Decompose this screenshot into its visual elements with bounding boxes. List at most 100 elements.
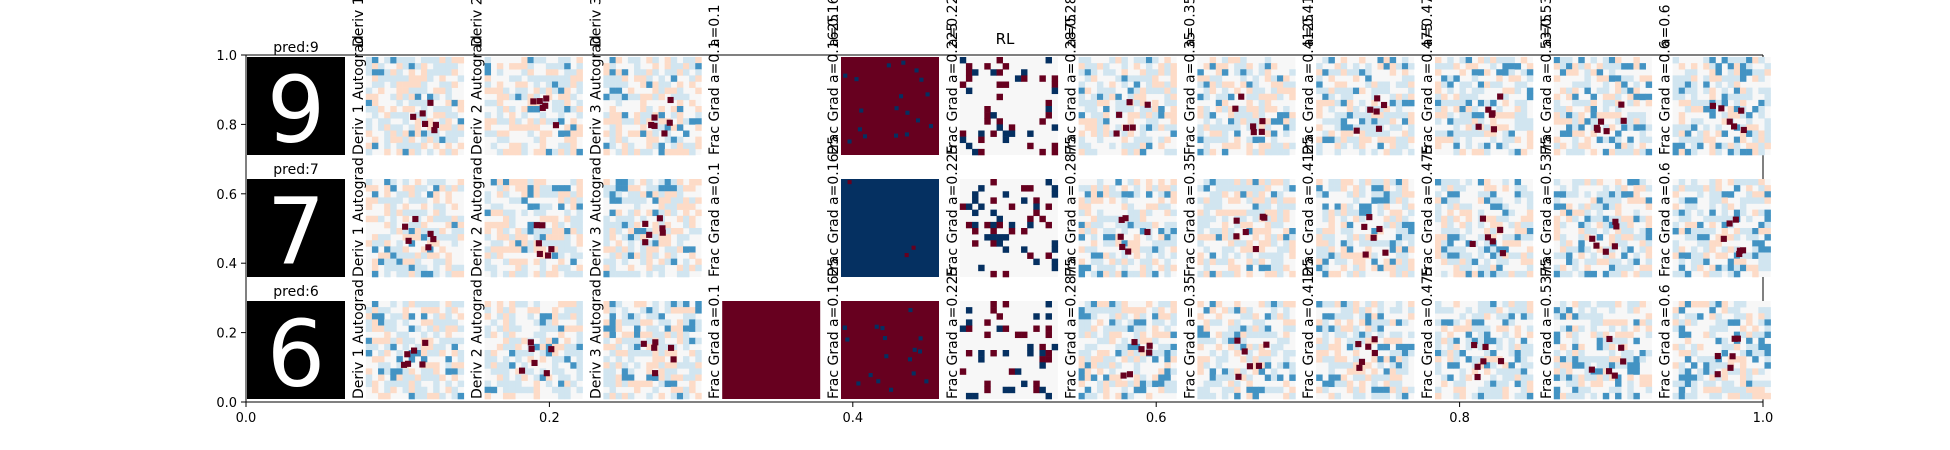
heatmap-pixel xyxy=(1103,106,1110,113)
heatmap-pixel xyxy=(1408,313,1415,320)
heatmap-pixel xyxy=(1234,301,1241,308)
heatmap-pixel xyxy=(1566,93,1573,101)
heatmap-pixel xyxy=(551,386,559,394)
heatmap-pixel xyxy=(1328,130,1335,137)
heatmap-hotspot xyxy=(1120,372,1127,379)
heatmap-pixel xyxy=(1401,252,1409,259)
heatmap-pixel xyxy=(1441,319,1448,326)
heatmap-pixel xyxy=(1164,331,1171,339)
heatmap-cell xyxy=(365,57,465,156)
heatmap-pixel xyxy=(1096,252,1104,259)
heatmap-pixel xyxy=(539,118,547,125)
heatmap-pixel xyxy=(445,331,452,339)
heatmap-pixel xyxy=(1103,118,1110,125)
heatmap-pixel xyxy=(1209,179,1217,186)
heatmap-pixel xyxy=(1258,368,1266,375)
heatmap-pixel xyxy=(457,142,465,150)
heatmap-pixel xyxy=(1526,386,1534,394)
heatmap-pixel xyxy=(378,106,385,113)
heatmap-pixel xyxy=(408,356,416,363)
heatmap-pixel xyxy=(1383,118,1390,125)
heatmap-pixel xyxy=(1045,179,1052,186)
heatmap-pixel xyxy=(1283,228,1290,235)
heatmap-pixel xyxy=(1115,374,1122,381)
heatmap-pixel xyxy=(1395,301,1403,308)
heatmap-pixel xyxy=(1252,331,1259,339)
heatmap-pixel xyxy=(1033,258,1040,266)
heatmap-pixel xyxy=(1645,319,1653,326)
heatmap-pixel xyxy=(603,130,610,137)
heatmap-pixel xyxy=(609,325,616,332)
heatmap-pixel xyxy=(1721,203,1729,210)
heatmap-pixel xyxy=(1739,301,1747,308)
heatmap-pixel xyxy=(1401,392,1409,400)
heatmap-pixel xyxy=(1520,362,1528,369)
heatmap-pixel xyxy=(1553,197,1561,204)
heatmap-pixel xyxy=(1496,197,1503,204)
heatmap-pixel xyxy=(1221,258,1229,266)
heatmap-pixel xyxy=(1697,356,1704,363)
heatmap-pixel xyxy=(1316,69,1323,76)
heatmap-pixel xyxy=(1645,197,1653,204)
heatmap-pixel xyxy=(1435,234,1442,241)
heatmap-pixel xyxy=(627,331,635,339)
heatmap-pixel xyxy=(1121,307,1128,314)
heatmap-pixel xyxy=(1715,313,1722,320)
heatmap-pixel xyxy=(1709,374,1716,381)
heatmap-pixel xyxy=(515,258,522,266)
heatmap-hotspot xyxy=(1739,247,1747,254)
heatmap-pixel xyxy=(414,118,422,125)
heatmap-pixel xyxy=(1684,209,1692,217)
heatmap-pixel xyxy=(1678,209,1686,217)
heatmap-pixel xyxy=(1133,234,1141,241)
heatmap-pixel xyxy=(420,185,428,192)
heatmap-pixel xyxy=(1197,112,1204,119)
heatmap-pixel xyxy=(1352,185,1360,192)
heatmap-hotspot xyxy=(422,339,429,346)
heatmap-pixel xyxy=(371,81,379,88)
heatmap-hotspot xyxy=(536,98,543,105)
heatmap-pixel xyxy=(1164,356,1171,363)
heatmap-pixel xyxy=(1078,307,1086,314)
heatmap-pixel xyxy=(1453,185,1460,192)
heatmap-pixel xyxy=(1633,356,1640,363)
heatmap-pixel xyxy=(1127,307,1135,314)
heatmap-pixel xyxy=(615,221,623,229)
heatmap-pixel xyxy=(978,148,985,156)
heatmap-pixel xyxy=(1152,258,1159,266)
heatmap-pixel xyxy=(533,81,541,88)
heatmap-pixel xyxy=(1590,197,1597,204)
heatmap-pixel xyxy=(1645,234,1653,241)
heatmap-pixel xyxy=(1752,106,1759,113)
heatmap-pixel xyxy=(640,93,647,101)
heatmap-pixel xyxy=(658,313,665,320)
heatmap-pixel xyxy=(646,350,653,357)
heatmap-pixel xyxy=(646,136,653,144)
heatmap-pixel xyxy=(408,386,416,394)
heatmap-pixel xyxy=(1709,69,1716,76)
heatmap-pixel xyxy=(533,374,541,381)
heatmap-pixel xyxy=(972,221,979,229)
heatmap-pixel xyxy=(1197,124,1204,131)
heatmap-pixel xyxy=(1465,81,1473,88)
heatmap-pixel xyxy=(1389,240,1397,247)
heatmap-pixel xyxy=(1377,343,1384,351)
heatmap-pixel xyxy=(1283,81,1290,88)
heatmap-pixel xyxy=(1602,270,1610,278)
heatmap-pixel xyxy=(1133,142,1141,150)
heatmap-pixel xyxy=(1258,99,1266,107)
heatmap-hotspot xyxy=(1258,128,1265,135)
heatmap-pixel xyxy=(652,93,659,101)
heatmap-pixel xyxy=(664,87,672,95)
heatmap-pixel xyxy=(420,343,428,351)
heatmap-pixel xyxy=(1715,185,1722,192)
heatmap-pixel xyxy=(1709,215,1716,223)
heatmap-pixel xyxy=(1502,386,1509,394)
heatmap-pixel xyxy=(1584,264,1591,272)
heatmap-pixel xyxy=(1383,57,1390,64)
heatmap-pixel xyxy=(439,87,446,95)
heatmap-cell xyxy=(1078,57,1177,156)
heatmap-pixel xyxy=(496,240,504,247)
heatmap-pixel xyxy=(527,203,534,210)
heatmap-pixel xyxy=(1027,343,1034,351)
